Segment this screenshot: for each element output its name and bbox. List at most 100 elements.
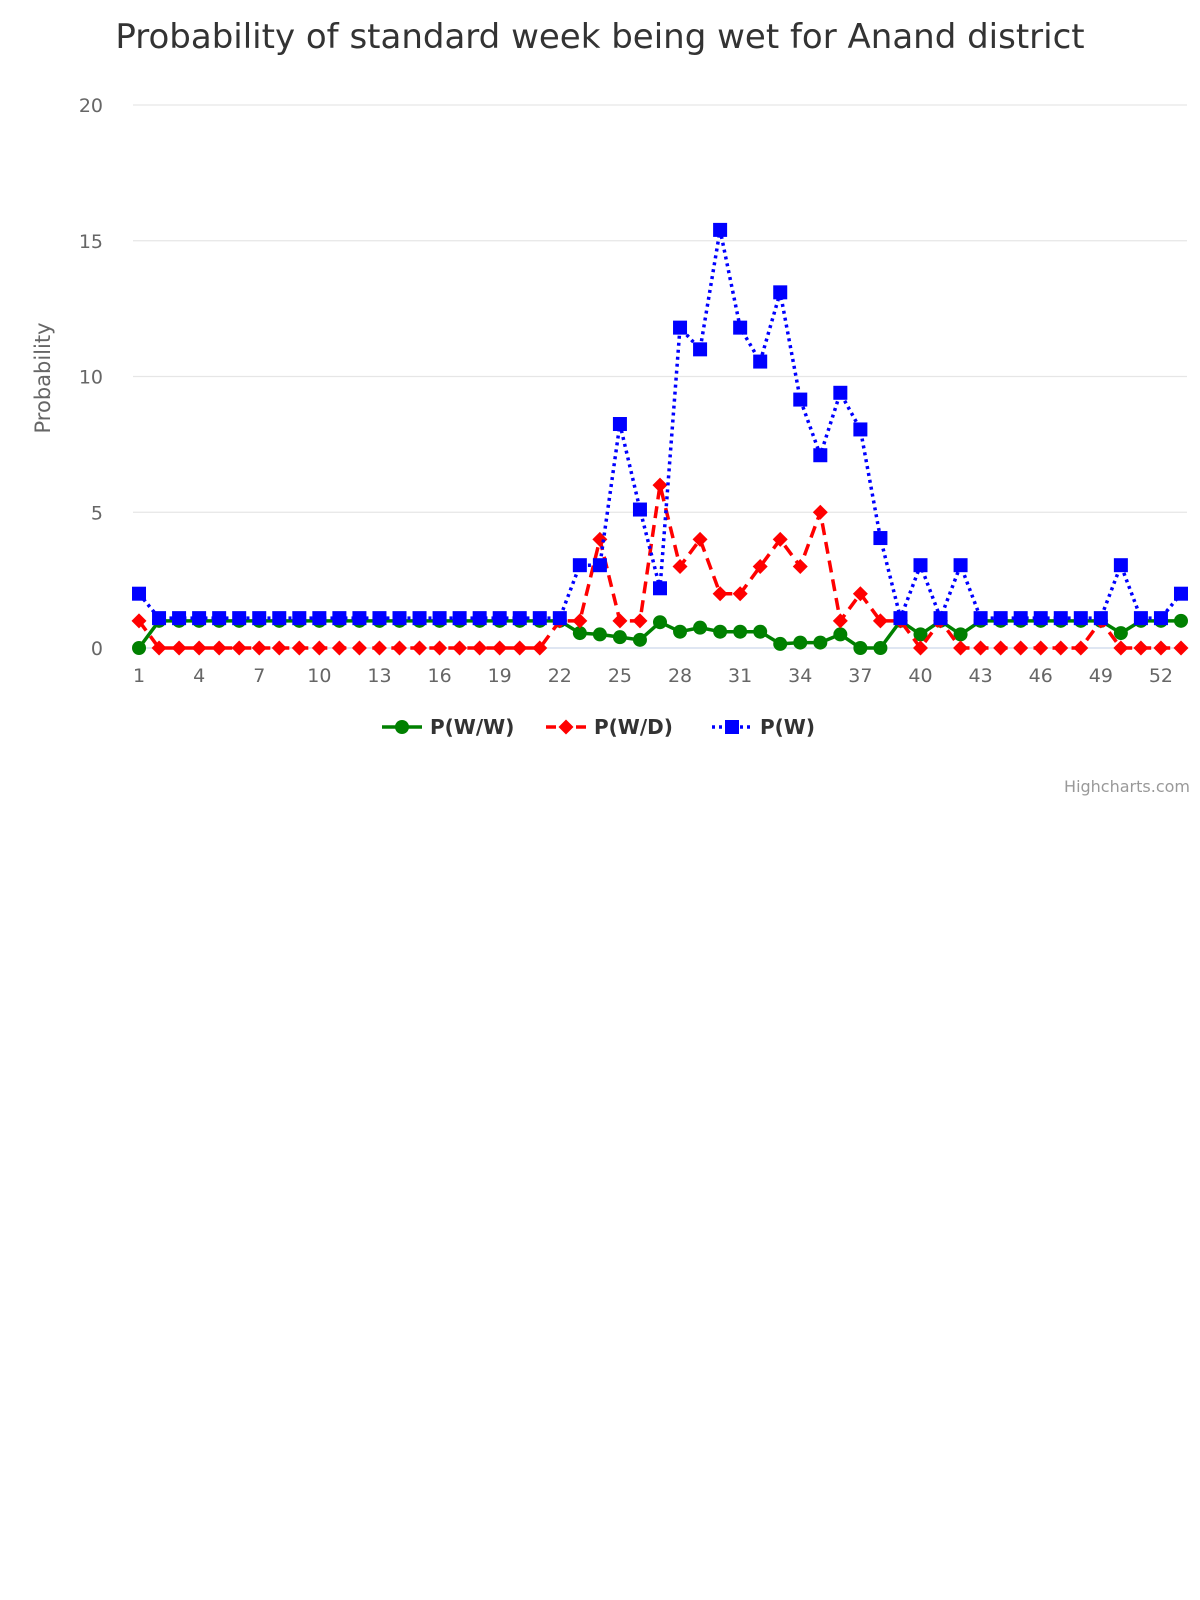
data-point	[1013, 611, 1028, 626]
data-point	[933, 611, 948, 626]
data-point	[773, 636, 788, 651]
data-point	[693, 620, 708, 635]
data-point	[653, 615, 667, 630]
data-point	[592, 558, 607, 573]
data-point	[251, 640, 267, 656]
data-point	[852, 586, 868, 602]
data-point	[572, 558, 587, 573]
data-point	[1113, 626, 1128, 641]
data-point	[792, 559, 808, 575]
data-point	[332, 611, 347, 626]
data-point	[632, 613, 648, 629]
x-tick-label: 52	[1149, 665, 1173, 687]
data-point	[552, 611, 567, 626]
x-tick-label: 49	[1089, 665, 1113, 687]
data-point	[1073, 611, 1088, 626]
data-point	[753, 354, 768, 369]
data-point	[732, 586, 748, 602]
data-point	[913, 627, 928, 642]
data-point	[893, 611, 908, 626]
data-point	[572, 626, 587, 641]
data-point	[1153, 640, 1169, 656]
data-point	[512, 640, 528, 656]
x-tick-label: 22	[548, 665, 572, 687]
data-point	[1113, 558, 1128, 573]
chart-title: Probability of standard week being wet f…	[115, 17, 1084, 57]
data-point	[412, 640, 428, 656]
data-point	[1133, 640, 1149, 656]
data-point	[191, 640, 207, 656]
data-point	[172, 611, 187, 626]
data-point	[673, 624, 688, 639]
data-point	[833, 627, 848, 642]
credits-link[interactable]: Highcharts.com	[1064, 777, 1190, 796]
data-point	[171, 640, 187, 656]
y-axis-ticks: 0 5 10 15 20	[79, 95, 103, 660]
data-point	[673, 320, 688, 335]
x-tick-label: 10	[307, 665, 331, 687]
data-point	[813, 635, 828, 650]
data-point	[292, 611, 307, 626]
data-point	[873, 641, 888, 655]
y-axis-label: Probability	[31, 322, 55, 433]
data-point	[993, 611, 1008, 626]
data-point	[832, 613, 848, 629]
data-point	[1153, 611, 1168, 626]
data-point	[532, 640, 548, 656]
data-point	[331, 640, 347, 656]
grid-lines	[133, 104, 1187, 649]
y-tick-label: 0	[91, 638, 103, 660]
legend-item[interactable]: P(W/D)	[546, 715, 673, 739]
data-point	[953, 627, 968, 642]
y-tick-label: 15	[79, 231, 103, 253]
legend-marker	[558, 719, 574, 735]
data-point	[632, 632, 647, 647]
x-tick-label: 19	[488, 665, 512, 687]
data-point	[1033, 640, 1049, 656]
data-point	[472, 611, 487, 626]
data-point	[392, 611, 407, 626]
data-point	[532, 611, 547, 626]
data-point	[432, 640, 448, 656]
data-point	[192, 611, 207, 626]
data-point	[913, 558, 928, 573]
x-tick-label: 37	[848, 665, 872, 687]
data-point	[872, 613, 888, 629]
data-point	[753, 624, 768, 639]
legend-item[interactable]: P(W/W)	[382, 715, 514, 739]
data-point	[132, 586, 147, 601]
data-point	[1173, 640, 1189, 656]
legend: P(W/W) P(W/D) P(W)	[382, 715, 815, 739]
data-point	[592, 627, 607, 642]
data-point	[1093, 611, 1108, 626]
data-point	[713, 624, 728, 639]
x-tick-label: 25	[608, 665, 632, 687]
data-point	[311, 640, 327, 656]
x-tick-label: 43	[969, 665, 993, 687]
data-point	[652, 477, 668, 493]
data-point	[693, 342, 708, 357]
data-point	[492, 611, 507, 626]
legend-item[interactable]: P(W)	[712, 715, 815, 739]
data-point	[272, 611, 287, 626]
data-point	[131, 613, 147, 629]
data-point	[793, 635, 808, 650]
y-tick-label: 10	[79, 367, 103, 389]
x-tick-label: 4	[193, 665, 205, 687]
y-tick-label: 20	[79, 95, 103, 117]
data-point	[392, 640, 408, 656]
legend-label: P(W)	[760, 715, 815, 739]
data-point	[572, 613, 588, 629]
data-point	[452, 640, 468, 656]
data-point	[1133, 611, 1148, 626]
data-point	[672, 559, 688, 575]
chart-container: Probability of standard week being wet f…	[31, 17, 1190, 796]
data-point	[1013, 640, 1029, 656]
data-point	[813, 448, 828, 463]
data-point	[812, 504, 828, 520]
data-point	[833, 385, 848, 400]
x-tick-label: 13	[367, 665, 391, 687]
data-point	[211, 640, 227, 656]
data-point	[371, 640, 387, 656]
data-point	[271, 640, 287, 656]
